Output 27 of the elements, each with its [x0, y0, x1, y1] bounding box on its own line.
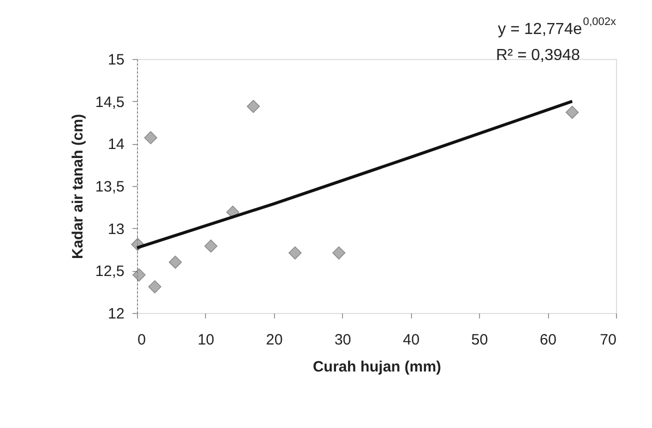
point: [168, 256, 182, 269]
x-tick-label: 30: [334, 332, 352, 348]
point: [566, 106, 579, 119]
x-tick-label: 0: [138, 332, 146, 348]
x-tick-label: 70: [600, 332, 616, 348]
x-tick-label: 10: [198, 332, 214, 348]
x-tick-label: 60: [540, 332, 556, 348]
y-tick-label: 12: [108, 306, 124, 322]
y-axis-title: Kadar air tanah (cm): [69, 114, 86, 260]
y-tick-label: 13: [108, 220, 124, 238]
point: [246, 100, 260, 113]
x-tick-label: 20: [266, 332, 283, 348]
point: [148, 280, 162, 294]
y-tick-label: 15: [108, 52, 124, 68]
y-tick-label: 13,5: [95, 178, 124, 196]
y-tick-label: 12,5: [95, 263, 124, 280]
x-tick-label: 50: [471, 332, 488, 348]
point: [204, 240, 218, 253]
point: [132, 268, 146, 282]
x-axis-title: Curah hujan (mm): [312, 358, 442, 376]
y-tick-label: 14: [108, 136, 124, 154]
point: [332, 246, 346, 260]
point: [288, 246, 302, 260]
annotation: R² = 0,3948: [496, 47, 580, 64]
x-tick-label: 40: [402, 332, 420, 348]
y-tick-label: 14,5: [95, 94, 124, 111]
point: [144, 131, 158, 144]
